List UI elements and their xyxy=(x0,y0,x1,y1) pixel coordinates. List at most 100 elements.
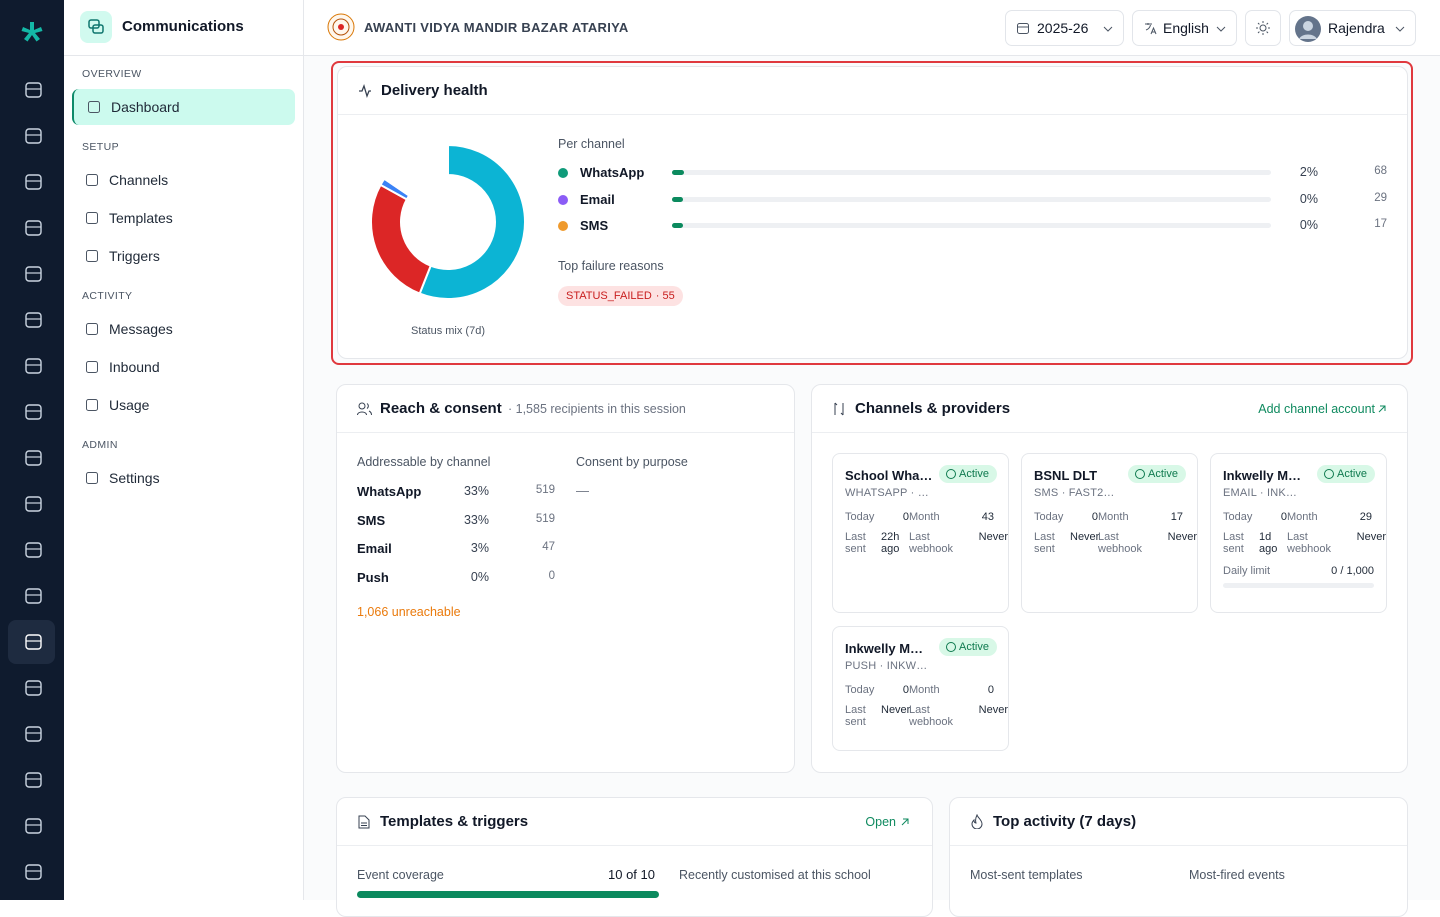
add-channel-link[interactable]: Add channel account xyxy=(1258,402,1375,416)
bar xyxy=(672,196,683,202)
nav-icon xyxy=(86,323,98,335)
rail-icon[interactable] xyxy=(25,726,42,742)
section-label: Most-fired events xyxy=(1189,868,1285,882)
open-link[interactable]: Open xyxy=(865,815,896,829)
nav-item[interactable]: Inbound xyxy=(72,349,295,385)
chevron xyxy=(1395,26,1405,32)
rail-icon[interactable] xyxy=(25,588,42,604)
stat-value: 0 xyxy=(902,511,909,523)
nav-section: ACTIVITY xyxy=(82,290,133,302)
rail-icons xyxy=(8,22,55,880)
limit-track xyxy=(1223,583,1374,588)
card-header: Top activity (7 days) xyxy=(950,798,1407,846)
reach-share: 3% xyxy=(470,541,489,556)
stat-label: Month xyxy=(909,684,940,696)
nav-label: Templates xyxy=(109,210,173,226)
card-title: Top activity (7 days) xyxy=(993,813,1137,830)
stat-label: Last webhook xyxy=(1098,531,1143,555)
nav-icon xyxy=(86,174,98,186)
rail-icon[interactable] xyxy=(25,634,42,650)
nav-item[interactable]: Channels xyxy=(72,162,295,198)
reach-channel: Push xyxy=(357,570,389,586)
nav-icon xyxy=(86,250,98,262)
rail-icon[interactable] xyxy=(25,358,42,374)
provider-name: BSNL DLT xyxy=(1034,468,1098,483)
avatar xyxy=(1295,16,1321,42)
icon xyxy=(358,815,370,829)
rail-icon[interactable] xyxy=(25,864,42,880)
nav-item[interactable]: Dashboard xyxy=(72,89,295,125)
stat-value: Never xyxy=(978,704,1008,716)
templates-card: Templates & triggers Open Event coverage… xyxy=(336,797,933,917)
icon-shape xyxy=(25,450,42,466)
icon-shape xyxy=(25,634,42,650)
language-select[interactable]: English xyxy=(1132,10,1237,46)
icon xyxy=(1145,23,1157,35)
icon-shape xyxy=(88,101,100,113)
nav-icon xyxy=(86,361,98,373)
nav-item[interactable]: Templates xyxy=(72,200,295,236)
nav-section: SETUP xyxy=(82,141,120,153)
icon-shape xyxy=(25,864,42,880)
channel-count: 68 xyxy=(1374,165,1387,177)
card-header: Reach & consent · 1,585 recipients in th… xyxy=(337,385,794,433)
icon-shape xyxy=(25,772,42,788)
nav-item[interactable]: Settings xyxy=(72,460,295,496)
rail-icon[interactable] xyxy=(25,404,42,420)
stat-label: Last sent xyxy=(845,704,866,728)
highlight-frame xyxy=(331,61,1413,365)
rail-icon[interactable] xyxy=(25,450,42,466)
nav-icon xyxy=(88,101,100,113)
card-header: Delivery health xyxy=(338,67,1407,115)
card-title: Channels & providers xyxy=(855,400,1011,417)
stat-value: 0 / 1,000 xyxy=(1331,565,1374,577)
stat-value: 29 xyxy=(1359,511,1372,523)
reach-count: 519 xyxy=(535,512,555,525)
year-select[interactable]: 2025-26 xyxy=(1005,10,1124,46)
reach-count: 0 xyxy=(548,570,555,583)
nav-item[interactable]: Messages xyxy=(72,311,295,347)
nav-item[interactable]: Triggers xyxy=(72,238,295,274)
activity-card: Top activity (7 days) Most-sent template… xyxy=(949,797,1408,917)
channel-name: Email xyxy=(580,191,615,207)
status-badge: Active xyxy=(1128,465,1186,483)
icon xyxy=(971,814,983,829)
nav-item[interactable]: Usage xyxy=(72,387,295,423)
stat-label: Today xyxy=(1034,511,1064,523)
rail-icon[interactable] xyxy=(25,542,42,558)
theme-toggle[interactable] xyxy=(1245,10,1281,46)
failure-pill: STATUS_FAILED · 55 xyxy=(558,286,683,306)
card-header: Templates & triggers Open xyxy=(337,798,932,846)
rail-icon[interactable] xyxy=(25,680,42,696)
reach-count: 47 xyxy=(542,541,555,554)
failure-list: STATUS_FAILED · 55 xyxy=(558,286,689,306)
rail-icon[interactable] xyxy=(25,818,42,834)
stat-label: Last sent xyxy=(1034,531,1055,555)
provider-stats: Today 0 Month 17 Last sent Never Last webhook N… xyxy=(1034,511,1197,555)
rail-icon[interactable] xyxy=(25,174,42,190)
rail-icon[interactable] xyxy=(25,82,42,98)
reach-share: 33% xyxy=(463,512,489,527)
provider-card: Inkwelly M… Active PUSH · INKW… Today 0 Month… xyxy=(832,626,1009,751)
rail-icon[interactable] xyxy=(25,128,42,144)
rail-icon[interactable] xyxy=(25,266,42,282)
stat-label: Today xyxy=(845,511,875,523)
sidebar-title: Communications xyxy=(122,18,244,35)
icon-shape xyxy=(25,174,42,190)
user-menu[interactable]: Rajendra xyxy=(1289,10,1416,46)
stat-value: 0 xyxy=(902,684,909,696)
rail-icon[interactable] xyxy=(25,496,42,512)
user-name: Rajendra xyxy=(1328,20,1385,36)
rail-icon[interactable] xyxy=(25,312,42,328)
reach-count: 519 xyxy=(535,484,555,496)
rail-icon[interactable] xyxy=(25,220,42,236)
rail-icon[interactable] xyxy=(25,772,42,788)
stat-label: Last webhook xyxy=(909,704,954,728)
icon-shape xyxy=(86,399,98,411)
school-logo xyxy=(327,13,355,41)
icon xyxy=(1256,21,1270,35)
app-logo xyxy=(21,22,43,42)
icon-shape xyxy=(25,680,42,696)
top-bar: AWANTI VIDYA MANDIR BAZAR ATARIYA 2025-2… xyxy=(304,0,1440,56)
